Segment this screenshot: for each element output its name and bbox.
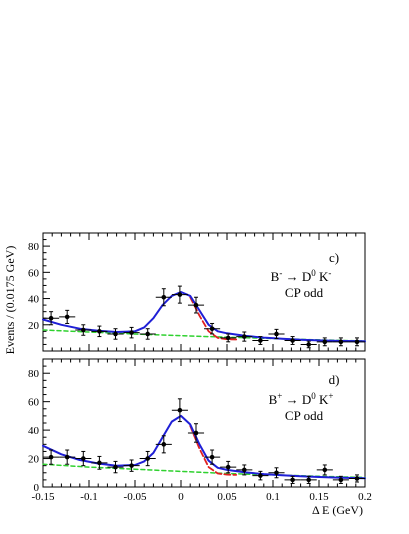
panel-d-frame bbox=[42, 358, 366, 488]
x-tick-label: 0.15 bbox=[309, 491, 329, 503]
data-point bbox=[145, 331, 150, 337]
total-fit-curve bbox=[42, 414, 366, 480]
data-point bbox=[274, 470, 279, 476]
data-point bbox=[241, 334, 247, 339]
data-point bbox=[322, 339, 328, 345]
data-point bbox=[258, 338, 263, 343]
panel-c-process: B- → D0 K- bbox=[271, 268, 332, 284]
data-point bbox=[225, 335, 231, 341]
x-axis-label: Δ E (GeV) bbox=[312, 503, 363, 517]
data-point bbox=[161, 442, 167, 447]
x-tick-label: -0.15 bbox=[32, 491, 55, 503]
panel-c-marks bbox=[42, 233, 366, 351]
data-point bbox=[193, 302, 199, 308]
data-point bbox=[225, 464, 231, 470]
panel-c-yticks: 20 40 60 80 bbox=[28, 232, 50, 345]
data-point bbox=[306, 342, 311, 347]
data-point bbox=[80, 456, 86, 461]
panel-d-marks bbox=[42, 359, 366, 487]
data-point bbox=[322, 467, 328, 473]
panel-d-label: d) bbox=[329, 372, 340, 387]
y-tick-label: 20 bbox=[28, 454, 40, 466]
data-point bbox=[306, 477, 311, 483]
y-tick-label: 80 bbox=[28, 241, 40, 253]
data-point bbox=[48, 315, 54, 321]
panel-d-process: B+ → D0 K+ bbox=[269, 391, 334, 407]
data-point bbox=[338, 339, 344, 345]
data-point bbox=[113, 464, 118, 470]
data-point bbox=[193, 430, 199, 436]
data-point bbox=[113, 331, 118, 337]
x-tick-label: -0.1 bbox=[80, 491, 97, 503]
data-point bbox=[177, 292, 183, 297]
x-tick-label: -0.05 bbox=[124, 491, 147, 503]
y-axis-label: Events / (0.0175 GeV) bbox=[3, 246, 17, 355]
panel-c-category: CP odd bbox=[285, 285, 324, 300]
data-point bbox=[338, 477, 344, 483]
data-point bbox=[290, 338, 295, 343]
data-point bbox=[97, 329, 102, 334]
y-tick-label: 40 bbox=[28, 425, 40, 437]
partial-fit-curve bbox=[189, 424, 238, 476]
data-point bbox=[354, 339, 360, 345]
background-curve bbox=[42, 463, 366, 479]
data-point bbox=[80, 327, 86, 333]
data-point bbox=[64, 454, 70, 460]
data-point bbox=[145, 456, 150, 461]
total-fit-curve bbox=[42, 291, 366, 343]
data-point bbox=[274, 331, 279, 337]
y-tick-label: 60 bbox=[28, 397, 40, 409]
panel-d-xticks: -0.15 -0.1 -0.05 0 0.05 0.1 0.15 0.2 bbox=[32, 491, 372, 503]
y-tick-label: 80 bbox=[28, 368, 40, 380]
data-point bbox=[129, 463, 134, 468]
data-point bbox=[177, 407, 183, 413]
data-point bbox=[161, 294, 167, 300]
x-tick-label: 0.05 bbox=[217, 491, 237, 503]
y-tick-label: 0 bbox=[34, 482, 40, 494]
panel-d-yticks: 0 20 40 60 80 bbox=[28, 358, 50, 494]
x-tick-label: 0 bbox=[178, 491, 184, 503]
panel-c: 20 40 60 80 c) B- → D0 K- CP odd bbox=[28, 232, 366, 352]
data-point bbox=[209, 326, 215, 332]
data-point bbox=[354, 476, 360, 481]
data-point bbox=[97, 460, 102, 466]
data-point bbox=[290, 477, 295, 483]
x-tick-label: 0.2 bbox=[358, 491, 372, 503]
y-tick-label: 40 bbox=[28, 294, 40, 306]
data-point bbox=[64, 314, 70, 320]
data-point bbox=[241, 467, 247, 473]
x-tick-label: 0.1 bbox=[266, 491, 280, 503]
panel-d-category: CP odd bbox=[285, 408, 324, 423]
data-point bbox=[258, 473, 263, 478]
y-tick-label: 60 bbox=[28, 267, 40, 279]
y-tick-label: 20 bbox=[28, 320, 40, 332]
panel-c-label: c) bbox=[329, 250, 339, 265]
data-point bbox=[209, 454, 215, 460]
data-point bbox=[129, 330, 134, 335]
